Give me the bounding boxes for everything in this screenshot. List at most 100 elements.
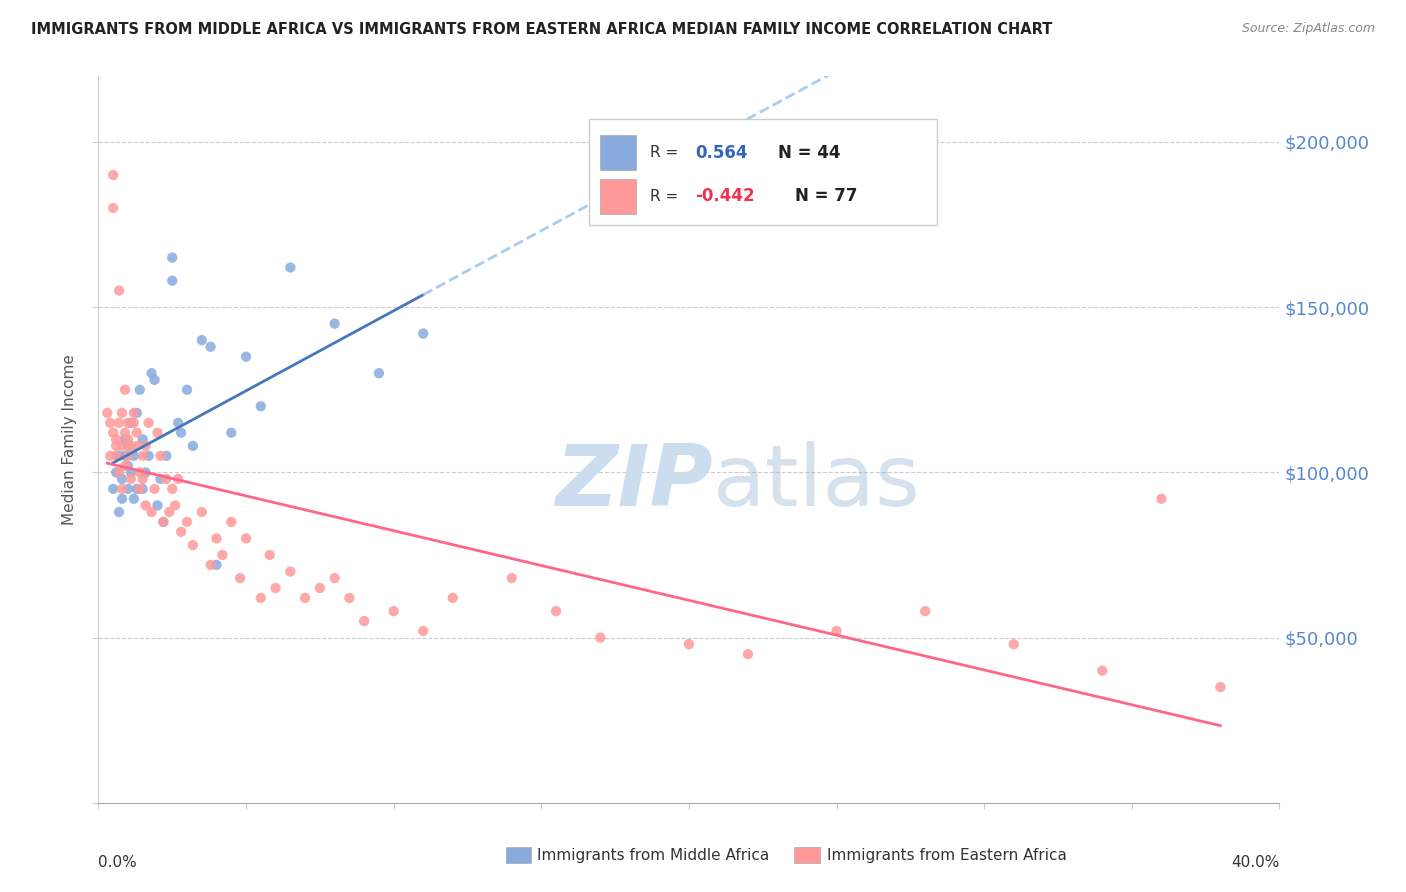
Point — [108, 466, 131, 480]
Point — [280, 260, 302, 275]
Point — [120, 472, 142, 486]
Point — [155, 449, 177, 463]
Point — [170, 425, 193, 440]
Point — [157, 505, 180, 519]
Text: N = 44: N = 44 — [778, 144, 839, 161]
Point — [162, 482, 183, 496]
Point — [181, 439, 204, 453]
Text: R =: R = — [650, 145, 683, 161]
Point — [117, 449, 139, 463]
Point — [96, 406, 118, 420]
Point — [221, 425, 243, 440]
Point — [146, 499, 169, 513]
Point — [114, 432, 136, 446]
Point — [294, 591, 316, 605]
Text: R =: R = — [650, 189, 683, 204]
Point — [105, 439, 128, 453]
Point — [167, 416, 190, 430]
Point — [114, 425, 136, 440]
Point — [149, 449, 172, 463]
Point — [143, 373, 166, 387]
Text: -0.442: -0.442 — [695, 187, 755, 205]
Point — [368, 366, 391, 380]
Point — [125, 439, 148, 453]
Point — [132, 482, 155, 496]
Text: atlas: atlas — [713, 442, 921, 524]
Point — [167, 472, 190, 486]
Point — [105, 449, 128, 463]
Point — [191, 505, 214, 519]
Point — [914, 604, 936, 618]
Point — [120, 466, 142, 480]
Bar — [600, 179, 636, 214]
Point — [205, 558, 228, 572]
Point — [678, 637, 700, 651]
Point — [122, 491, 145, 506]
Point — [200, 340, 222, 354]
Point — [280, 565, 302, 579]
Point — [229, 571, 252, 585]
Point — [103, 425, 125, 440]
Point — [98, 449, 121, 463]
Point — [111, 439, 134, 453]
Point — [111, 406, 134, 420]
Point — [152, 515, 174, 529]
FancyBboxPatch shape — [589, 120, 936, 225]
Point — [152, 515, 174, 529]
Point — [412, 326, 434, 341]
Point — [382, 604, 405, 618]
Point — [141, 505, 163, 519]
Point — [138, 449, 160, 463]
Point — [339, 591, 361, 605]
Point — [143, 482, 166, 496]
Point — [114, 383, 136, 397]
Point — [211, 548, 233, 562]
Text: ZIP: ZIP — [555, 442, 713, 524]
Point — [132, 449, 155, 463]
Point — [162, 251, 183, 265]
Bar — [600, 136, 636, 170]
Point — [825, 624, 848, 638]
Point — [501, 571, 523, 585]
Text: Immigrants from Eastern Africa: Immigrants from Eastern Africa — [827, 848, 1067, 863]
Point — [191, 333, 214, 347]
Point — [117, 458, 139, 473]
Point — [120, 439, 142, 453]
Point — [111, 482, 134, 496]
Text: 0.0%: 0.0% — [98, 855, 138, 870]
Point — [108, 449, 131, 463]
Point — [546, 604, 568, 618]
Point — [103, 168, 125, 182]
Point — [1091, 664, 1114, 678]
Point — [235, 532, 257, 546]
Point — [114, 449, 136, 463]
Point — [117, 432, 139, 446]
Point — [221, 515, 243, 529]
Point — [441, 591, 464, 605]
Point — [259, 548, 281, 562]
Point — [108, 416, 131, 430]
Point — [264, 581, 287, 595]
Point — [132, 472, 155, 486]
Point — [162, 274, 183, 288]
Point — [149, 472, 172, 486]
Point — [250, 399, 273, 413]
Point — [412, 624, 434, 638]
Point — [1002, 637, 1025, 651]
Point — [141, 366, 163, 380]
Point — [120, 416, 142, 430]
Text: 40.0%: 40.0% — [1232, 855, 1279, 870]
Point — [200, 558, 222, 572]
Point — [117, 416, 139, 430]
Point — [155, 472, 177, 486]
Point — [117, 439, 139, 453]
Point — [176, 383, 198, 397]
Point — [135, 499, 157, 513]
Point — [122, 449, 145, 463]
Point — [589, 631, 612, 645]
Point — [1150, 491, 1173, 506]
Point — [128, 482, 150, 496]
Point — [132, 432, 155, 446]
Point — [181, 538, 204, 552]
Point — [114, 458, 136, 473]
